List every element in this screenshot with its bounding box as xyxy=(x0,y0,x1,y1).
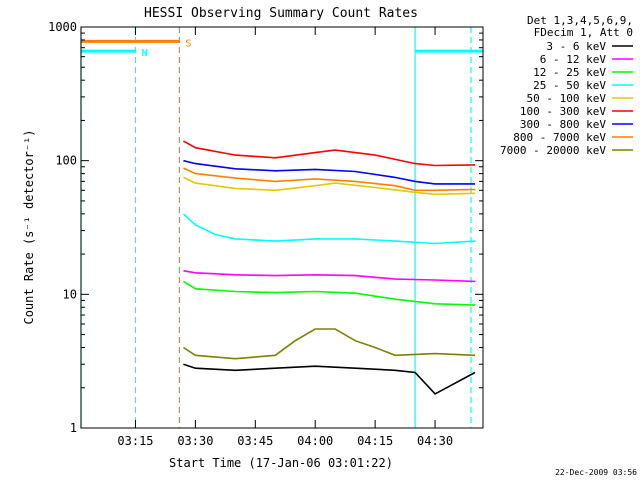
chart-title: HESSI Observing Summary Count Rates xyxy=(144,6,418,21)
legend-entry-100-300-kev: 100 - 300 keV xyxy=(520,105,606,118)
y-axis-label: Count Rate (s⁻¹ detector⁻¹) xyxy=(22,129,36,324)
legend: Det 1,3,4,5,6,9,FDecim 1, Att 03 - 6 keV… xyxy=(500,14,633,157)
x-tick-label: 03:15 xyxy=(117,434,153,448)
x-tick-label: 04:15 xyxy=(357,434,393,448)
footer-date: 22-Dec-2009 03:56 xyxy=(555,468,637,477)
series-line-50-100-kev xyxy=(183,176,476,196)
legend-entry-6-12-kev: 6 - 12 keV xyxy=(540,53,607,66)
y-tick-label: 1000 xyxy=(48,20,77,34)
y-tick-label: 100 xyxy=(55,154,77,168)
legend-entry-25-50-kev: 25 - 50 keV xyxy=(533,79,606,92)
x-tick-label: 03:30 xyxy=(177,434,213,448)
x-tick-label: 04:00 xyxy=(297,434,333,448)
legend-entry-800-7000-kev: 800 - 7000 keV xyxy=(513,131,606,144)
plot-area: NS xyxy=(80,27,483,428)
legend-entry-50-100-kev: 50 - 100 keV xyxy=(527,92,607,105)
legend-entry-12-25-kev: 12 - 25 keV xyxy=(533,66,606,79)
x-tick-label: 04:30 xyxy=(417,434,453,448)
legend-header-line-2: FDecim 1, Att 0 xyxy=(534,26,633,39)
series-line-800-7000-kev xyxy=(183,167,476,192)
legend-entry-3-6-kev: 3 - 6 keV xyxy=(546,40,606,53)
series-line-25-50-kev xyxy=(182,213,476,245)
series-line-12-25-kev xyxy=(182,280,476,306)
x-axis-label: Start Time (17-Jan-06 03:01:22) xyxy=(169,456,393,470)
legend-entry-7000-20000-kev: 7000 - 20000 keV xyxy=(500,144,606,157)
plot-frame xyxy=(80,26,484,429)
series-line-300-800-kev xyxy=(183,159,475,185)
series-line-7000-20000-kev xyxy=(182,328,476,360)
x-tick-label: 03:45 xyxy=(237,434,273,448)
legend-entry-300-800-kev: 300 - 800 keV xyxy=(520,118,606,131)
series-line-100-300-kev xyxy=(183,140,476,167)
y-tick-label: 10 xyxy=(63,287,77,301)
axes: 03:15 03:30 03:45 04:00 04:15 04:30 1 10 100 1000 xyxy=(48,20,483,448)
status-label-s: S xyxy=(185,38,191,49)
status-label-n: N xyxy=(141,48,147,59)
legend-header-line-1: Det 1,3,4,5,6,9, xyxy=(527,14,633,27)
series-line-3-6-kev xyxy=(183,363,476,395)
y-tick-label: 1 xyxy=(70,421,77,435)
series-line-6-12-kev xyxy=(183,270,476,283)
